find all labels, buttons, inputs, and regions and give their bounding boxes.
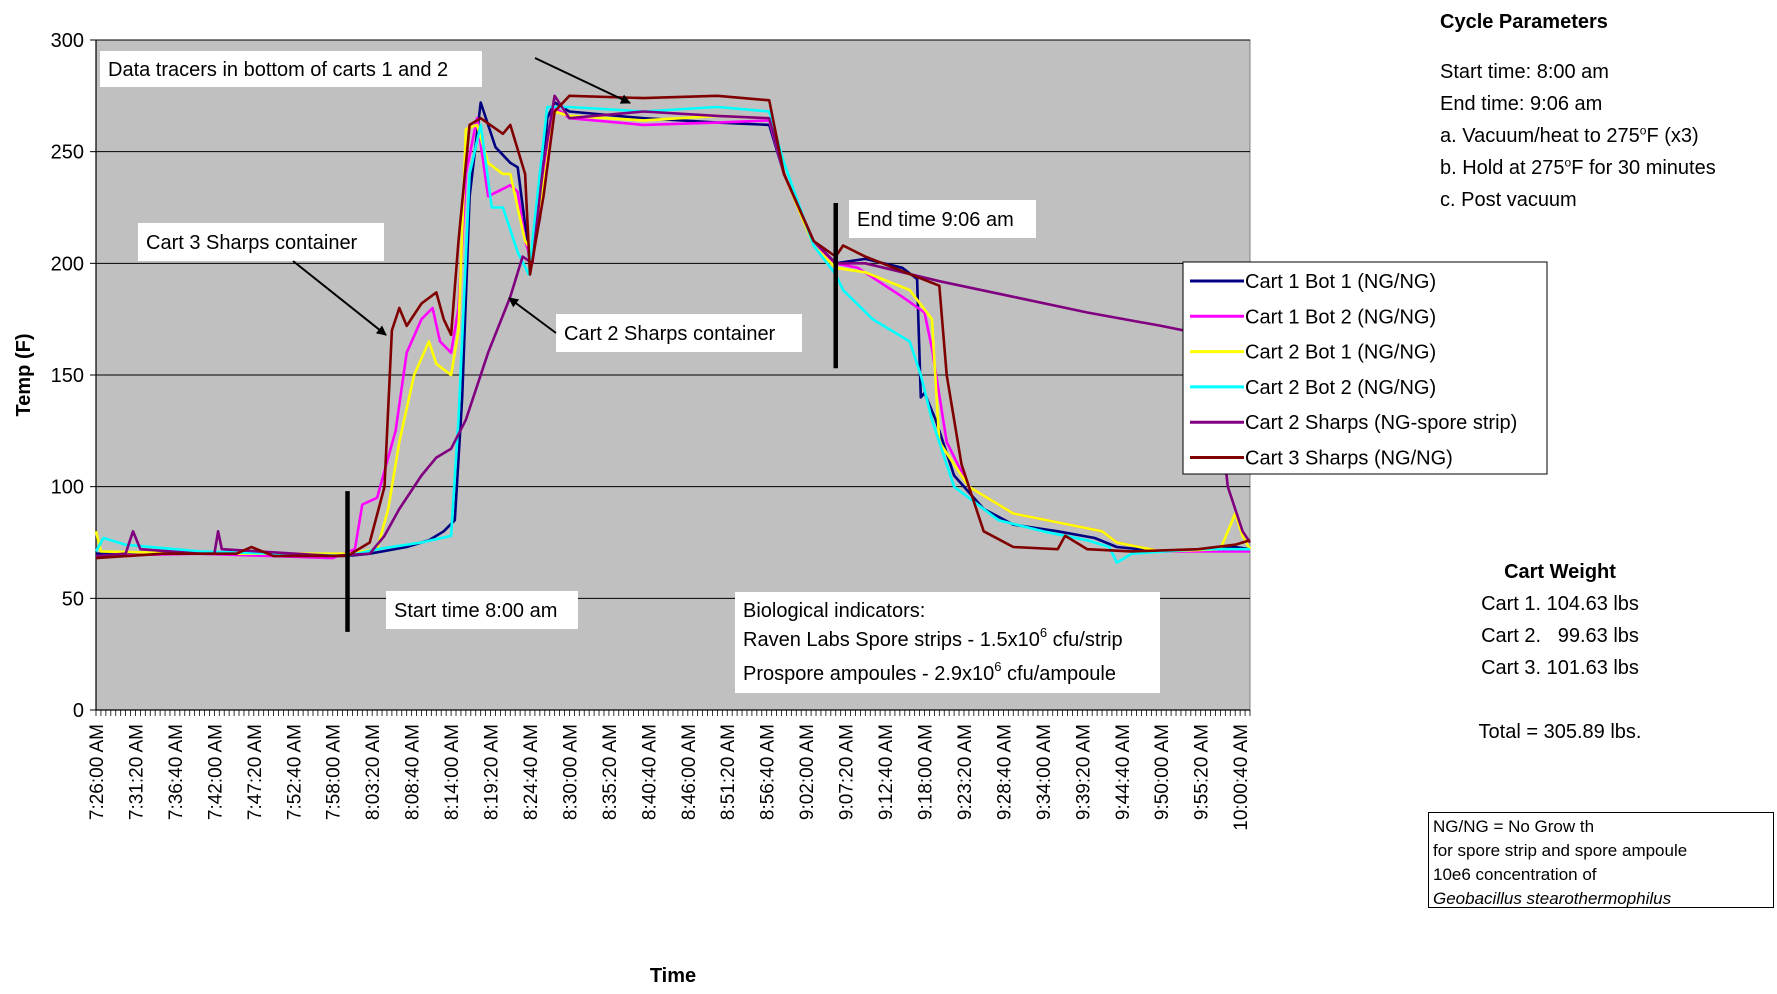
note-line3: 10e6 concentration of bbox=[1433, 865, 1597, 884]
x-tick-label: 10:00:40 AM bbox=[1231, 724, 1252, 831]
annotation-data-tracers: Data tracers in bottom of carts 1 and 2 bbox=[100, 51, 631, 104]
cart-weight-title: Cart Weight bbox=[1504, 561, 1616, 583]
growth-note: NG/NG = No Grow th for spore strip and s… bbox=[1428, 812, 1774, 908]
x-axis-ticks: 7:26:00 AM 7:31:20 AM 7:36:40 AM 7:42:00 AM… bbox=[87, 710, 1252, 831]
x-tick-label: 8:03:20 AM bbox=[363, 724, 384, 820]
y-tick-label: 100 bbox=[51, 477, 84, 499]
y-tick-label: 250 bbox=[51, 142, 84, 164]
legend-label-2: Cart 1 Bot 2 (NG/NG) bbox=[1245, 306, 1436, 328]
x-tick-label: 9:55:20 AM bbox=[1192, 724, 1213, 820]
note-line4: Geobacillus stearothermophilus bbox=[1433, 889, 1672, 908]
x-tick-label: 7:47:20 AM bbox=[245, 724, 266, 820]
annotation-start-time-text: Start time 8:00 am bbox=[394, 600, 557, 622]
x-tick-label: 8:35:20 AM bbox=[600, 724, 621, 820]
cycle-step-b: b. Hold at 275oF for 30 minutes bbox=[1440, 155, 1716, 179]
cart-weight-3: Cart 3. 101.63 lbs bbox=[1481, 657, 1639, 679]
annotation-data-tracers-text: Data tracers in bottom of carts 1 and 2 bbox=[108, 59, 448, 81]
x-tick-label: 8:08:40 AM bbox=[403, 724, 424, 820]
annotation-cart3-sharps: Cart 3 Sharps container bbox=[138, 223, 387, 336]
x-tick-label: 8:30:00 AM bbox=[560, 724, 581, 820]
x-tick-label: 9:02:00 AM bbox=[797, 724, 818, 820]
series-line-3 bbox=[94, 110, 1252, 555]
annotation-cart3-sharps-text: Cart 3 Sharps container bbox=[146, 232, 358, 254]
cycle-parameters: Cycle Parameters Start time: 8:00 am End… bbox=[1440, 6, 1770, 216]
annotation-cart2-sharps-text: Cart 2 Sharps container bbox=[564, 323, 776, 345]
cart-weight-2: Cart 2. 99.63 lbs bbox=[1481, 625, 1639, 647]
legend: Cart 1 Bot 1 (NG/NG) Cart 1 Bot 2 (NG/NG)… bbox=[1182, 261, 1548, 475]
x-tick-label: 8:40:40 AM bbox=[639, 724, 660, 820]
x-tick-label: 7:42:00 AM bbox=[205, 724, 226, 820]
time-markers bbox=[345, 203, 838, 632]
x-tick-label: 9:34:00 AM bbox=[1034, 724, 1055, 820]
bio-line3: Prospore ampoules - 2.9x106 cfu/ampoule bbox=[743, 659, 1116, 685]
cart-weight: Cart Weight Cart 1. 104.63 lbs Cart 2. 9… bbox=[1460, 556, 1660, 748]
series-lines bbox=[94, 94, 1252, 564]
cycle-step-c: c. Post vacuum bbox=[1440, 189, 1577, 211]
annotation-cart2-sharps: Cart 2 Sharps container bbox=[508, 297, 802, 352]
y-tick-label: 0 bbox=[73, 700, 84, 722]
x-tick-label: 8:51:20 AM bbox=[718, 724, 739, 820]
note-line2: for spore strip and spore ampoule bbox=[1433, 841, 1688, 860]
cycle-step-a: a. Vacuum/heat to 275oF (x3) bbox=[1440, 123, 1699, 147]
annotation-end-time: End time 9:06 am bbox=[849, 200, 1036, 238]
x-tick-label: 9:39:20 AM bbox=[1073, 724, 1094, 820]
x-tick-label: 8:14:00 AM bbox=[442, 724, 463, 820]
bio-line1: Biological indicators: bbox=[743, 600, 925, 622]
x-tick-label: 9:28:40 AM bbox=[994, 724, 1015, 820]
cycle-parameters-title: Cycle Parameters bbox=[1440, 11, 1608, 33]
x-tick-label: 7:52:40 AM bbox=[284, 724, 305, 820]
x-tick-label: 8:56:40 AM bbox=[758, 724, 779, 820]
legend-label-5: Cart 2 Sharps (NG-spore strip) bbox=[1245, 412, 1517, 434]
y-tick-label: 300 bbox=[51, 30, 84, 52]
x-tick-label: 8:24:40 AM bbox=[521, 724, 542, 820]
y-tick-label: 200 bbox=[51, 253, 84, 275]
series-line-4 bbox=[94, 105, 1250, 564]
x-tick-label: 7:26:00 AM bbox=[87, 724, 108, 820]
x-axis-label: Time bbox=[650, 965, 696, 987]
x-tick-label: 9:07:20 AM bbox=[837, 724, 858, 820]
cart-weight-1: Cart 1. 104.63 lbs bbox=[1481, 593, 1639, 615]
note-line1: NG/NG = No Grow th bbox=[1433, 817, 1595, 836]
x-tick-label: 9:12:40 AM bbox=[876, 724, 897, 820]
x-tick-label: 8:46:00 AM bbox=[679, 724, 700, 820]
legend-label-6: Cart 3 Sharps (NG/NG) bbox=[1245, 448, 1453, 470]
x-tick-label: 7:36:40 AM bbox=[166, 724, 187, 820]
legend-label-1: Cart 1 Bot 1 (NG/NG) bbox=[1245, 271, 1436, 293]
x-tick-label: 9:44:40 AM bbox=[1113, 724, 1134, 820]
legend-label-3: Cart 2 Bot 1 (NG/NG) bbox=[1245, 342, 1436, 364]
bio-line2: Raven Labs Spore strips - 1.5x106 cfu/st… bbox=[743, 625, 1123, 651]
x-tick-label: 9:23:20 AM bbox=[955, 724, 976, 820]
annotation-start-time: Start time 8:00 am bbox=[386, 591, 578, 629]
cart-weight-total: Total = 305.89 lbs. bbox=[1478, 721, 1642, 743]
x-tick-label: 9:50:00 AM bbox=[1152, 724, 1173, 820]
x-tick-label: 7:31:20 AM bbox=[126, 724, 147, 820]
x-tick-label: 9:18:00 AM bbox=[916, 724, 937, 820]
legend-label-4: Cart 2 Bot 2 (NG/NG) bbox=[1245, 377, 1436, 399]
y-tick-label: 150 bbox=[51, 365, 84, 387]
x-tick-label: 7:58:00 AM bbox=[324, 724, 345, 820]
series-line-6 bbox=[95, 94, 1251, 560]
annotation-end-time-text: End time 9:06 am bbox=[857, 209, 1014, 231]
y-tick-label: 50 bbox=[62, 588, 84, 610]
cycle-start: Start time: 8:00 am bbox=[1440, 61, 1609, 83]
x-tick-label: 8:19:20 AM bbox=[482, 724, 503, 820]
biological-indicators-box: Biological indicators: Raven Labs Spore … bbox=[735, 592, 1160, 693]
y-axis-label: Temp (F) bbox=[13, 334, 35, 417]
cycle-end: End time: 9:06 am bbox=[1440, 93, 1603, 115]
